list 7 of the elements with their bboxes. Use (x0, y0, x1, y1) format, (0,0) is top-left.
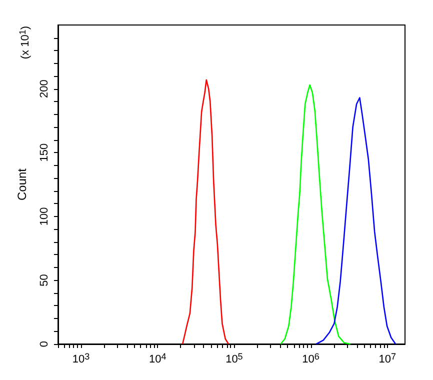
y-tick-label: 0 (38, 340, 50, 348)
y-tick-label: 150 (38, 143, 50, 162)
y-tick-label: 50 (38, 274, 50, 286)
y-axis-title: Count (15, 168, 29, 201)
y-tick-label: 100 (38, 207, 50, 226)
y-tick-label: 200 (38, 80, 50, 98)
text: (x 101) (18, 26, 32, 60)
